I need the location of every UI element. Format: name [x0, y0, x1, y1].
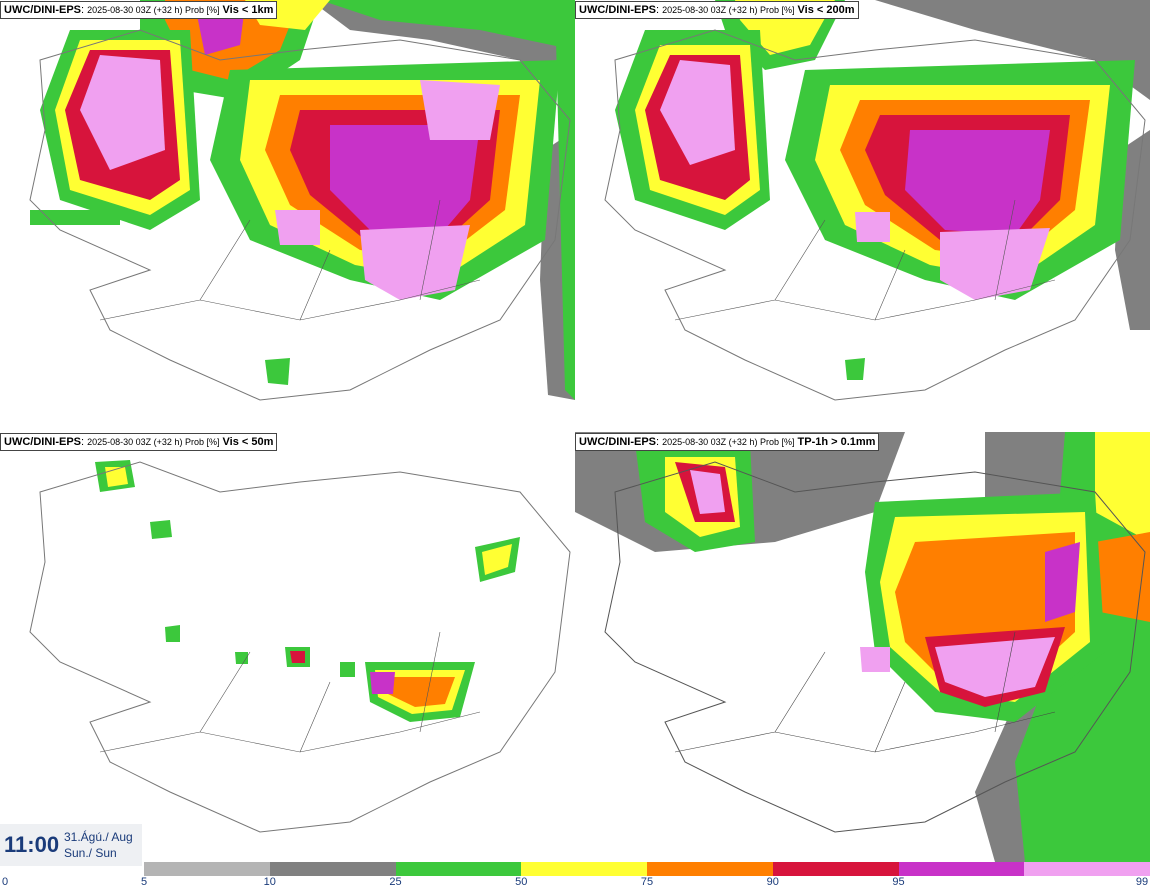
colorbar-tick-label: 95	[892, 876, 905, 888]
roads	[674, 199, 1056, 321]
colorbar-segment	[647, 862, 773, 876]
probability-field	[30, 0, 575, 400]
roads	[674, 631, 1056, 753]
valid-date-line1: 31.Ágú./ Aug	[64, 830, 133, 844]
colorbar-segment	[144, 862, 270, 876]
variable-label: TP-1h > 0.1mm	[797, 436, 876, 448]
map-panel-vis-200m: UWC/DINI-EPS: 2025-08-30 03Z (+32 h) Pro…	[575, 0, 1150, 432]
colorbar-tick-label: 5	[140, 876, 148, 888]
model-name: UWC/DINI-EPS	[4, 4, 81, 16]
panel-title: UWC/DINI-EPS: 2025-08-30 03Z (+32 h) Pro…	[575, 433, 880, 451]
panel-title: UWC/DINI-EPS: 2025-08-30 03Z (+32 h) Pro…	[575, 1, 859, 19]
valid-date-line2: Sun./ Sun	[64, 846, 117, 860]
colorbar	[144, 862, 1150, 876]
run-info: 2025-08-30 03Z (+32 h) Prob [%]	[87, 437, 220, 447]
colorbar-tick-label: 0	[1, 876, 9, 888]
coastline	[604, 461, 1146, 833]
coastline	[604, 29, 1146, 401]
colorbar-segment	[269, 862, 396, 876]
map-panel-vis-1km: UWC/DINI-EPS: 2025-08-30 03Z (+32 h) Pro…	[0, 0, 575, 432]
roads	[99, 631, 481, 753]
colorbar-segment	[521, 862, 647, 876]
colorbar-tick-label: 90	[766, 876, 779, 888]
run-info: 2025-08-30 03Z (+32 h) Prob [%]	[662, 437, 795, 447]
valid-time: 11:00	[4, 832, 60, 857]
colorbar-tick-label: 75	[640, 876, 654, 888]
map-panel-vis-50m: UWC/DINI-EPS: 2025-08-30 03Z (+32 h) Pro…	[0, 432, 575, 864]
variable-label: Vis < 1km	[222, 4, 274, 16]
probability-field	[95, 460, 520, 722]
map-canvas	[604, 0, 1150, 401]
map-canvas	[29, 0, 575, 401]
colorbar-segment	[395, 862, 522, 876]
model-name: UWC/DINI-EPS	[579, 4, 656, 16]
map-canvas	[29, 460, 571, 833]
probability-field	[615, 0, 1150, 380]
model-name: UWC/DINI-EPS	[4, 436, 81, 448]
colorbar-tick-label: 50	[515, 876, 528, 888]
variable-label: Vis < 50m	[222, 436, 274, 448]
colorbar-tick-label: 25	[389, 876, 402, 888]
probability-field	[575, 432, 1150, 862]
map-canvas	[575, 432, 1150, 862]
variable-label: Vis < 200m	[797, 4, 855, 16]
colorbar-tick-label: 99	[1135, 876, 1149, 888]
valid-time-box: 11:00 31.Ágú./ Aug Sun./ Sun	[0, 824, 142, 866]
map-panel-precip: UWC/DINI-EPS: 2025-08-30 03Z (+32 h) Pro…	[575, 432, 1150, 864]
colorbar-tick-label: 10	[263, 876, 276, 888]
panel-title: UWC/DINI-EPS: 2025-08-30 03Z (+32 h) Pro…	[0, 1, 278, 19]
panel-title: UWC/DINI-EPS: 2025-08-30 03Z (+32 h) Pro…	[0, 433, 278, 451]
run-info: 2025-08-30 03Z (+32 h) Prob [%]	[87, 5, 220, 15]
colorbar-segment	[898, 862, 1025, 876]
colorbar-segment	[772, 862, 899, 876]
coastline	[29, 29, 571, 401]
roads	[99, 199, 481, 321]
model-name: UWC/DINI-EPS	[579, 436, 656, 448]
run-info: 2025-08-30 03Z (+32 h) Prob [%]	[662, 5, 795, 15]
colorbar-segment	[1024, 862, 1150, 876]
coastline	[29, 461, 571, 833]
